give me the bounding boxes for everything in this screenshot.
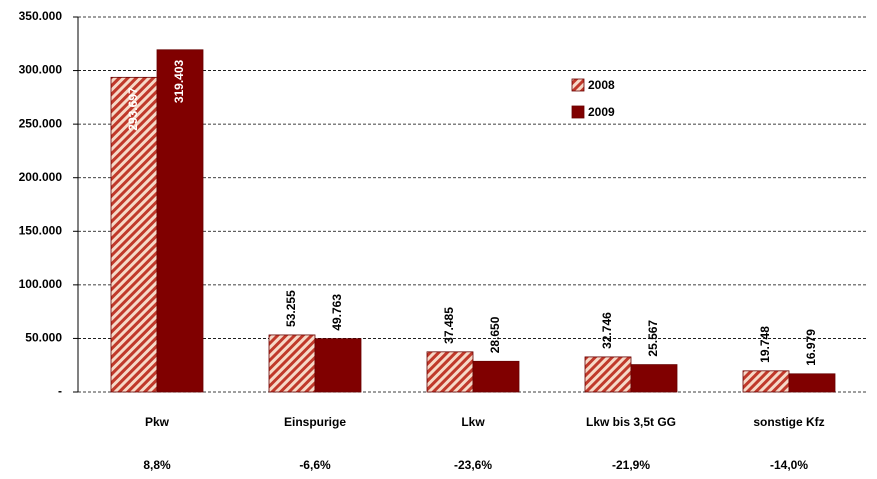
change-label: 8,8% bbox=[143, 458, 171, 472]
bar bbox=[110, 76, 158, 393]
bar bbox=[742, 370, 790, 393]
value-label: 25.567 bbox=[646, 320, 660, 357]
legend-label: 2009 bbox=[588, 105, 615, 119]
x-tick-label: Pkw bbox=[145, 415, 170, 429]
bar bbox=[584, 356, 632, 393]
bar bbox=[268, 334, 316, 393]
y-tick-label: 300.000 bbox=[19, 63, 63, 77]
value-label: 53.255 bbox=[284, 290, 298, 327]
legend-swatch bbox=[571, 105, 585, 119]
y-tick-label: 250.000 bbox=[19, 116, 63, 130]
y-tick-label: - bbox=[58, 384, 62, 398]
change-label: -21,9% bbox=[612, 458, 650, 472]
x-tick-label: sonstige Kfz bbox=[753, 415, 824, 429]
value-label: 49.763 bbox=[330, 294, 344, 331]
y-tick-label: 50.000 bbox=[25, 331, 62, 345]
y-tick-label: 100.000 bbox=[19, 277, 63, 291]
value-label: 32.746 bbox=[600, 312, 614, 349]
x-tick-label: Lkw bis 3,5t GG bbox=[586, 415, 676, 429]
bar bbox=[156, 49, 204, 393]
value-label: 16.979 bbox=[804, 329, 818, 366]
value-label: 293.697 bbox=[126, 87, 140, 131]
bar bbox=[314, 338, 362, 393]
legend-label: 2008 bbox=[588, 78, 615, 92]
bar bbox=[630, 364, 678, 393]
bar bbox=[426, 351, 474, 393]
x-tick-label: Lkw bbox=[461, 415, 485, 429]
change-label: -6,6% bbox=[299, 458, 331, 472]
value-label: 319.403 bbox=[172, 59, 186, 103]
y-tick-label: 200.000 bbox=[19, 170, 63, 184]
y-tick-label: 350.000 bbox=[19, 9, 63, 23]
legend-swatch bbox=[571, 78, 585, 92]
change-label: -14,0% bbox=[770, 458, 808, 472]
value-label: 28.650 bbox=[488, 316, 502, 353]
change-label: -23,6% bbox=[454, 458, 492, 472]
value-label: 37.485 bbox=[442, 307, 456, 344]
bar bbox=[472, 360, 520, 393]
bar bbox=[788, 373, 836, 393]
value-label: 19.748 bbox=[758, 326, 772, 363]
x-tick-label: Einspurige bbox=[284, 415, 346, 429]
y-tick-label: 150.000 bbox=[19, 223, 63, 237]
